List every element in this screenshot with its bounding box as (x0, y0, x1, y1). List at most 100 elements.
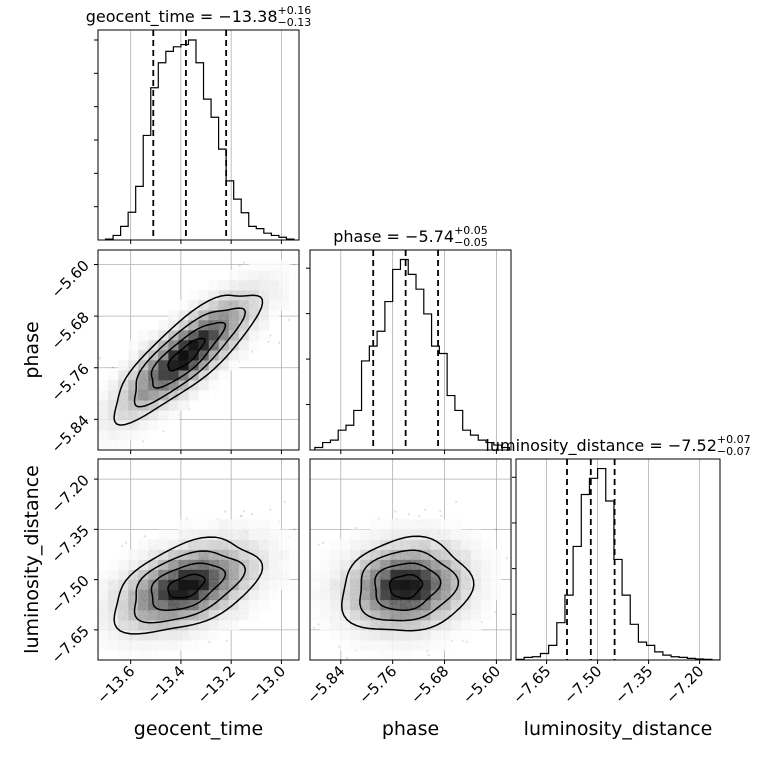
sample-point (185, 517, 188, 520)
density-cell (218, 519, 230, 530)
density-cell (128, 350, 139, 361)
density-cell (188, 559, 199, 570)
density-cell (278, 549, 290, 560)
density-cell (138, 599, 149, 611)
contour-level-1 (167, 337, 206, 372)
density-cell (198, 589, 209, 601)
density-cell (268, 539, 280, 550)
density-cell (248, 589, 260, 601)
contour-level-4 (113, 536, 264, 635)
sample-point (278, 341, 281, 344)
contour-level-2 (150, 321, 227, 389)
density-cell (228, 519, 240, 530)
density-cell (178, 609, 189, 621)
density-cell (178, 400, 189, 411)
sample-point (91, 404, 93, 406)
sample-point (238, 264, 241, 267)
density-cell (188, 290, 199, 301)
sample-point (103, 462, 105, 464)
density-cell (128, 579, 139, 591)
density-cell (198, 350, 209, 361)
density-cell (168, 579, 179, 591)
density-cell (208, 519, 220, 530)
density-cell (238, 609, 250, 621)
density-cell (208, 300, 220, 311)
panel-frame (97, 249, 300, 451)
density-cell (248, 270, 260, 281)
density-cell (248, 569, 260, 580)
panel-frame (309, 249, 512, 451)
density-cell (198, 559, 209, 570)
density-cell (258, 310, 270, 321)
density-cell (188, 340, 199, 351)
density-cell (118, 639, 129, 651)
density-cell (218, 609, 230, 621)
density-cell (108, 639, 119, 651)
density-cell (258, 569, 270, 580)
density-cell (198, 390, 209, 401)
density-cell (148, 549, 159, 560)
sample-point (62, 626, 64, 628)
density-cell (218, 330, 230, 341)
density-cell (128, 609, 139, 621)
density-cell (98, 430, 109, 441)
density-cell (198, 519, 209, 530)
density-cell (128, 629, 139, 641)
density-cell (208, 350, 220, 361)
sample-point (242, 261, 245, 264)
density-cell (98, 440, 109, 450)
density-cell (248, 320, 260, 331)
density-cell (289, 549, 299, 560)
density-cell (108, 430, 119, 441)
density-cell (198, 380, 209, 391)
density-cell (218, 310, 230, 321)
density-cell (138, 629, 149, 641)
density-cell (128, 340, 139, 351)
sample-point (315, 557, 317, 559)
density-cell (118, 559, 129, 570)
density-cell (258, 589, 270, 601)
density-cell (128, 559, 139, 570)
density-cell (208, 380, 220, 391)
density-cell (228, 619, 240, 631)
density-cell (168, 310, 179, 321)
density-cell (208, 619, 220, 631)
density-cell (278, 579, 290, 591)
density-cell (98, 420, 109, 431)
density-cell (118, 650, 129, 660)
sample-point (71, 454, 73, 456)
sample-point (269, 334, 272, 337)
density-cell (138, 330, 149, 341)
density-cell (178, 320, 189, 331)
density-cell (138, 340, 149, 351)
density-cell (168, 559, 179, 570)
density-cell (148, 559, 159, 570)
sample-point (95, 623, 97, 625)
density-cell (108, 380, 119, 391)
density-cell (198, 569, 209, 580)
density-cell (138, 420, 149, 431)
panel-phase-hist: phase = −5.74+0.05 −0.05 (306, 224, 512, 454)
density-cell (238, 290, 250, 301)
density-cell (198, 330, 209, 341)
density-cell (218, 589, 230, 601)
density-cell (238, 599, 250, 611)
density-cell (208, 280, 220, 291)
density-cell (228, 589, 240, 601)
density-cell (228, 569, 240, 580)
density-cell (208, 569, 220, 580)
density-cell (168, 619, 179, 631)
density-cell (158, 579, 169, 591)
density-cell (158, 320, 169, 331)
density-cell (198, 370, 209, 381)
density-cell (128, 370, 139, 381)
density-cell (188, 310, 199, 321)
density-cell (158, 599, 169, 611)
density-cell (208, 609, 220, 621)
title-phase: phase = −5.74+0.05 −0.05 (333, 224, 488, 249)
panel-phase-vs-luminosity_distance (309, 458, 512, 664)
density-cell (208, 320, 220, 331)
density-cell (108, 569, 119, 580)
density-cell (158, 390, 169, 401)
contour-level-3 (133, 550, 247, 624)
